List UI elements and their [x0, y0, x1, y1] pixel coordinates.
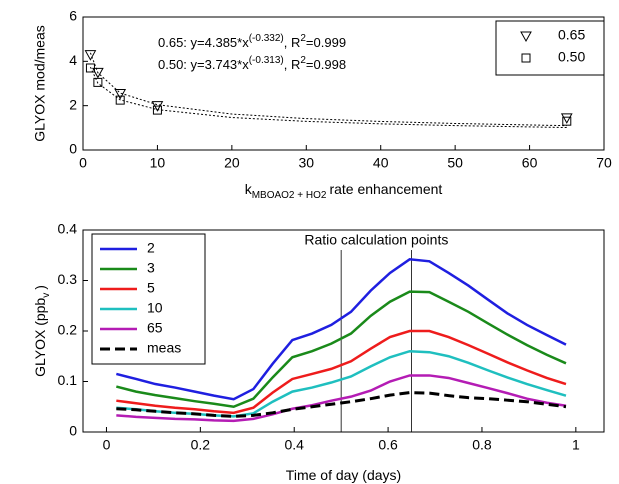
legend-label: 10	[147, 300, 163, 316]
y-tick-label: 0.2	[58, 322, 78, 338]
series-line	[116, 257, 567, 401]
legend-label: 0.65	[558, 27, 585, 43]
x-tick-label: 20	[224, 155, 240, 171]
marker	[85, 63, 95, 73]
marker	[92, 67, 104, 79]
y-axis-label-main: GLYOX (ppb	[32, 298, 48, 377]
x-axis-label: kMBOAO2 + HO2 rate enhancement	[245, 181, 443, 201]
annotation-part: (-0.332)	[249, 33, 284, 44]
reference-label: Ratio calculation points	[304, 232, 448, 248]
y-tick-label: 0	[69, 141, 77, 157]
legend-label: 2	[147, 240, 155, 256]
annotation: 0.65: y=4.385*x(-0.332), R2=0.999	[158, 33, 346, 50]
annotation-part: =0.999	[306, 35, 346, 50]
x-tick-label: 10	[150, 155, 166, 171]
series-line	[89, 52, 567, 127]
x-tick-label: 60	[522, 155, 538, 171]
annotation-part: (-0.313)	[249, 55, 284, 66]
x-tick-label: 0	[79, 155, 87, 171]
series-line	[116, 374, 567, 423]
x-tick-label: 50	[447, 155, 463, 171]
x-axis-label: Time of day (days)	[286, 467, 401, 483]
marker	[114, 88, 127, 100]
annotation-part: =0.998	[306, 57, 346, 72]
marker	[84, 50, 97, 61]
marker	[520, 31, 532, 43]
y-tick-label: 0.4	[58, 221, 78, 237]
marker	[560, 113, 573, 124]
y-tick-label: 6	[69, 8, 77, 24]
series-line	[89, 66, 567, 129]
annotation-part: , R	[284, 57, 301, 72]
y-axis-label-rest: )	[32, 285, 48, 290]
legend-label: 0.50	[558, 49, 585, 65]
annotation-part: , R	[284, 35, 301, 50]
y-axis-label: GLYOX mod/meas	[32, 25, 48, 141]
marker	[521, 53, 531, 63]
x-tick-label: 40	[373, 155, 389, 171]
marker	[115, 95, 125, 105]
annotation-part: 0.50: y=3.743*x	[158, 57, 249, 72]
x-tick-label: 70	[596, 155, 612, 171]
x-tick-label: 0.4	[284, 437, 304, 453]
x-axis-label-main: Time of day (days)	[286, 467, 401, 483]
x-axis-label-sub: MBOAO2 + HO2	[252, 190, 327, 201]
legend-label: 65	[147, 320, 163, 336]
series-line	[116, 290, 567, 409]
annotation: 0.50: y=3.743*x(-0.313), R2=0.998	[158, 55, 346, 72]
x-tick-label: 0.2	[191, 437, 211, 453]
legend-label: 3	[147, 260, 155, 276]
y-axis-label-sub: v	[41, 293, 52, 298]
x-tick-label: 30	[298, 155, 314, 171]
x-tick-label: 0.8	[472, 437, 492, 453]
x-tick-label: 0.6	[378, 437, 398, 453]
x-axis-label-main: k	[245, 181, 253, 197]
y-tick-label: 0	[69, 423, 77, 439]
annotation-part: 0.65: y=4.385*x	[158, 35, 249, 50]
legend-box	[91, 233, 206, 365]
legend-box	[495, 20, 605, 76]
x-tick-label: 0	[103, 437, 111, 453]
series-line	[116, 329, 567, 415]
x-axis-label-rest: rate enhancement	[329, 181, 442, 197]
annotation-part: 2	[300, 55, 306, 66]
y-axis-label: GLYOX (ppbv)	[32, 285, 52, 377]
legend-label: 5	[147, 280, 155, 296]
marker	[93, 77, 103, 87]
series-line	[116, 391, 567, 418]
y-tick-label: 0.3	[58, 271, 78, 287]
y-tick-label: 4	[69, 52, 77, 68]
annotation-part: 2	[300, 33, 306, 44]
plot-frame	[82, 16, 605, 151]
legend-label: meas	[147, 340, 181, 356]
y-tick-label: 2	[69, 96, 77, 112]
y-tick-label: 0.1	[58, 372, 78, 388]
x-tick-label: 1	[572, 437, 580, 453]
